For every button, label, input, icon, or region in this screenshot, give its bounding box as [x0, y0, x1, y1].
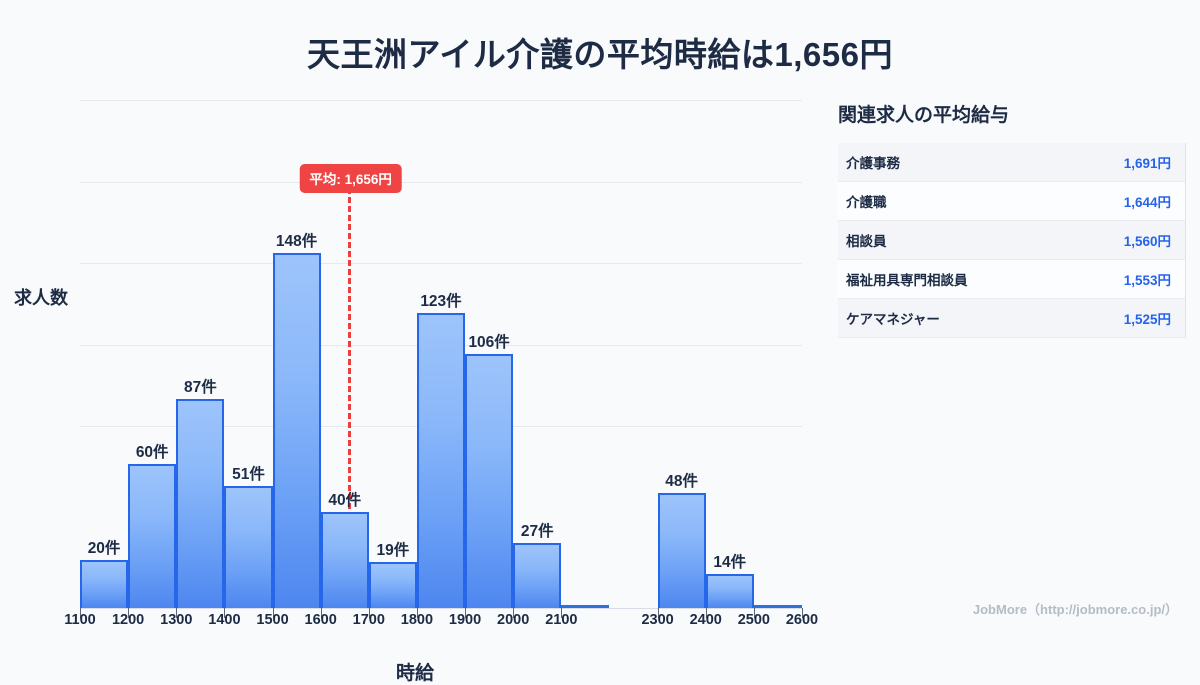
- gridline: [80, 100, 802, 101]
- x-axis-tick: [802, 608, 803, 618]
- bar-value-label: 40件: [328, 492, 362, 509]
- x-axis-tick: [705, 608, 707, 618]
- average-line: 平均: 1,656円: [299, 164, 402, 608]
- x-axis-title: 時給: [395, 663, 434, 684]
- x-axis-tick-label: 1100: [64, 612, 96, 628]
- x-axis-tick-label: 1200: [111, 612, 145, 628]
- x-axis-tick: [368, 608, 370, 618]
- histogram-bar[interactable]: [416, 312, 466, 608]
- bar-value-label: 14件: [713, 554, 747, 572]
- bar-value-label: 51件: [232, 465, 265, 483]
- histogram-bar[interactable]: [465, 353, 514, 608]
- table-row[interactable]: 相談員 1,560円: [838, 220, 1185, 260]
- x-axis-tick: [561, 608, 563, 618]
- table-row[interactable]: ケアマネジャー 1,525円: [838, 298, 1185, 338]
- table-row[interactable]: 介護職 1,644円: [838, 181, 1185, 221]
- histogram-chart: 求人数 時給 平均: 1,656円 20件 60件 87件 51件 148件 40件 19件…: [0, 88, 830, 684]
- bar-value-label: 106件: [468, 333, 510, 351]
- job-wage-cell: 1,560円: [1067, 220, 1185, 260]
- bar-value-label: 19件: [376, 542, 410, 560]
- x-axis-tick-label: 1600: [304, 612, 337, 628]
- histogram-bar[interactable]: [128, 464, 177, 608]
- job-title-cell: ケアマネジャー: [838, 298, 1068, 338]
- job-title-cell: 介護職: [838, 181, 1068, 221]
- x-axis-tick-label: 1800: [400, 612, 434, 628]
- x-axis-tick-label: 1700: [352, 612, 385, 628]
- x-axis-tick: [272, 608, 274, 618]
- x-axis-tick-label: 2100: [545, 612, 578, 628]
- related-jobs-heading: 関連求人の平均給与: [838, 105, 1010, 126]
- histogram-bar[interactable]: [320, 512, 369, 608]
- average-badge: 平均: 1,656円: [299, 164, 402, 193]
- related-jobs-table-wrap: 介護事務 1,691円 介護職 1,644円 相談員 1,560円 福祉用具専門相談員 1,5…: [838, 143, 1186, 338]
- x-axis-tick: [657, 608, 659, 618]
- x-axis-tick-label: 2500: [737, 612, 770, 628]
- x-axis-tick-label: 1400: [208, 612, 241, 628]
- bar-value-label: 27件: [520, 523, 554, 541]
- x-axis-tick: [753, 608, 755, 618]
- bar-value-label: 148件: [275, 232, 318, 250]
- job-wage-cell: 1,553円: [1067, 259, 1185, 299]
- x-axis-tick: [513, 608, 515, 618]
- histogram-bar[interactable]: [80, 560, 129, 608]
- histogram-bar[interactable]: [224, 485, 273, 608]
- histogram-bar[interactable]: [368, 562, 417, 608]
- page-title: 天王洲アイル介護の平均時給は1,656円: [307, 36, 893, 73]
- x-axis-tick-label: 2000: [497, 612, 530, 628]
- x-axis-tick: [128, 608, 130, 618]
- x-axis-tick-label: 2600: [785, 612, 819, 628]
- table-row[interactable]: 福祉用具専門相談員 1,553円: [838, 259, 1185, 299]
- x-axis-tick-label: 1500: [256, 612, 289, 628]
- x-axis-tick-label: 2300: [641, 612, 674, 628]
- job-title-cell: 福祉用具専門相談員: [838, 259, 1068, 299]
- x-axis-tick-label: 1900: [448, 612, 482, 628]
- job-wage-cell: 1,691円: [1067, 143, 1185, 182]
- histogram-bar[interactable]: [705, 574, 754, 608]
- histogram-bar[interactable]: [753, 605, 802, 608]
- histogram-bar[interactable]: [176, 399, 225, 608]
- gridline: [80, 181, 802, 183]
- gridline: [80, 263, 802, 265]
- x-axis-tick: [465, 608, 467, 618]
- histogram-bar[interactable]: [561, 605, 610, 608]
- x-axis-line: [80, 608, 802, 609]
- y-axis-title: 求人数: [14, 288, 68, 308]
- histogram-bar[interactable]: [657, 492, 706, 608]
- bar-value-label: 87件: [183, 379, 217, 397]
- bar-value-label: 20件: [87, 540, 121, 557]
- bar-value-label: 48件: [665, 472, 699, 490]
- x-axis-tick: [416, 608, 418, 618]
- table-row[interactable]: 介護事務 1,691円: [838, 143, 1185, 182]
- watermark: JobMore（http://jobmore.co.jp/）: [972, 602, 1178, 617]
- bar-value-label: 123件: [420, 292, 462, 310]
- x-axis-tick: [80, 608, 81, 618]
- job-wage-cell: 1,644円: [1067, 181, 1185, 221]
- job-wage-cell: 1,525円: [1067, 298, 1185, 338]
- x-axis-tick: [176, 608, 178, 618]
- histogram-bar[interactable]: [272, 252, 321, 608]
- bar-value-label: 60件: [135, 444, 169, 461]
- related-jobs-table: 介護事務 1,691円 介護職 1,644円 相談員 1,560円 福祉用具専門相談員 1,5…: [838, 143, 1185, 338]
- x-axis-tick-label: 2400: [689, 612, 722, 628]
- x-axis-tick: [320, 608, 322, 618]
- x-axis-tick-label: 1300: [160, 612, 193, 628]
- related-jobs-panel: 関連求人の平均給与 介護事務 1,691円 介護職 1,644円 相談員 1,560円 福祉…: [838, 100, 1186, 338]
- job-title-cell: 介護事務: [838, 143, 1068, 182]
- x-axis-tick: [224, 608, 226, 618]
- job-title-cell: 相談員: [838, 220, 1068, 260]
- histogram-bar[interactable]: [513, 543, 562, 608]
